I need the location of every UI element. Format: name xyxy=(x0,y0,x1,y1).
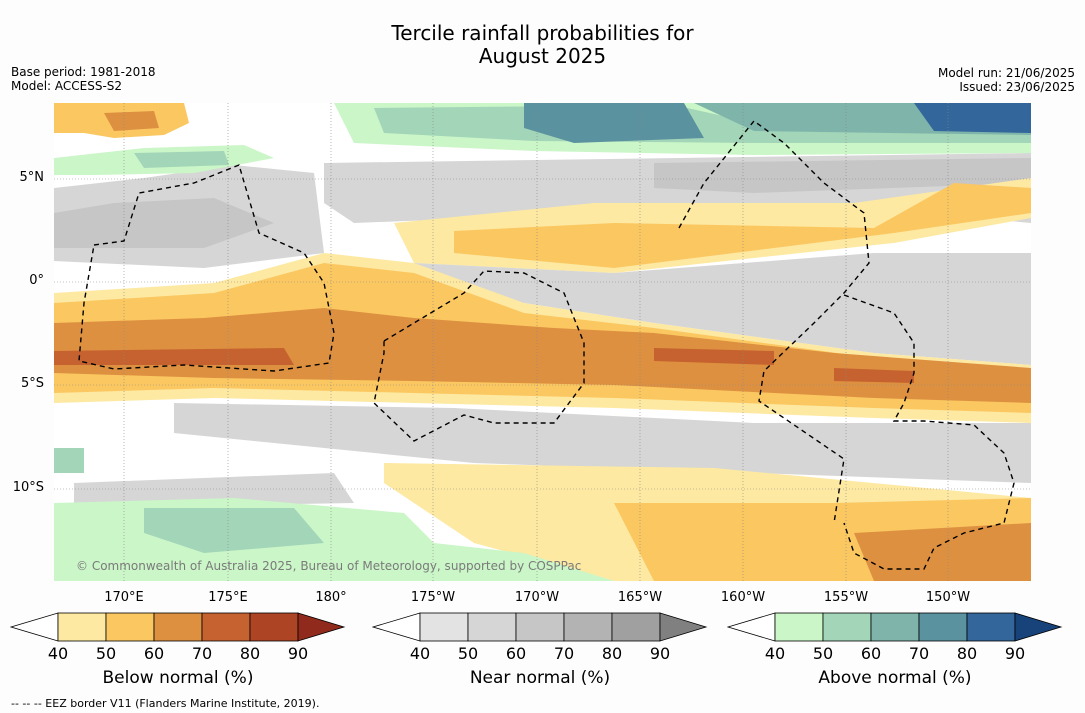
colorbar-tick-label: 40 xyxy=(764,644,786,663)
above-normal-region xyxy=(54,448,84,473)
colorbar-tick-label: 40 xyxy=(409,644,431,663)
colorbar-below-normal xyxy=(10,612,348,642)
lat-label: 5°N xyxy=(19,170,45,185)
above-normal-region xyxy=(914,103,1031,133)
above-normal-region xyxy=(494,103,1031,135)
colorbar-extension-low xyxy=(10,612,59,642)
copyright-text: © Commonwealth of Australia 2025, Bureau… xyxy=(76,559,581,573)
colorbar-extension-low xyxy=(372,612,421,642)
colorbar-label-near: Near normal (%) xyxy=(469,668,611,688)
lon-label: 180° xyxy=(315,590,347,605)
colorbar-label-above: Above normal (%) xyxy=(818,668,972,688)
colorbar-tick-label: 90 xyxy=(649,644,671,663)
colorbar-swatch xyxy=(966,612,1016,642)
colorbar-tick-label: 60 xyxy=(143,644,165,663)
below-normal-region xyxy=(454,183,1031,268)
below-normal-region xyxy=(54,308,1031,403)
meta-right: Model run: 21/06/2025 Issued: 23/06/2025 xyxy=(938,66,1075,94)
model-run: Model run: 21/06/2025 xyxy=(937,66,1075,80)
colorbar-swatch xyxy=(515,612,565,642)
colorbar-swatch xyxy=(419,612,469,642)
rainfall-probability-map: © Commonwealth of Australia 2025, Bureau… xyxy=(54,103,1031,581)
above-normal-region xyxy=(134,151,229,168)
colorbar-extension-low xyxy=(727,612,776,642)
colorbar-swatch xyxy=(57,612,107,642)
above-normal-region xyxy=(144,508,324,553)
colorbar-swatch xyxy=(201,612,251,642)
lat-label: 0° xyxy=(29,273,44,288)
colorbar-tick-label: 60 xyxy=(505,644,527,663)
title-line-2: August 2025 xyxy=(478,44,607,68)
colorbar-tick-label: 80 xyxy=(601,644,623,663)
colorbar-tick-label: 50 xyxy=(812,644,834,663)
lon-label: 155°W xyxy=(823,590,869,605)
near-normal-region xyxy=(54,198,274,248)
lon-label: 175°W xyxy=(410,590,456,605)
lat-label: 5°S xyxy=(20,376,44,391)
colorbar-tick-label: 90 xyxy=(287,644,309,663)
colorbar-swatch xyxy=(611,612,661,642)
below-normal-region xyxy=(834,368,914,383)
near-normal-region xyxy=(654,158,1031,193)
colorbar-tick-label: 80 xyxy=(956,644,978,663)
eez-footnote: -- -- -- EEZ border V11 (Flanders Marine… xyxy=(11,697,320,710)
colorbar-tick-label: 60 xyxy=(860,644,882,663)
above-normal-region xyxy=(524,103,704,143)
colorbar-tick-label: 50 xyxy=(457,644,479,663)
colorbar-swatch xyxy=(870,612,920,642)
lon-label: 170°E xyxy=(104,590,144,605)
below-normal-region xyxy=(104,111,159,131)
colorbar-swatch xyxy=(774,612,824,642)
colorbar-swatch xyxy=(822,612,872,642)
colorbar-tick-label: 70 xyxy=(191,644,213,663)
lon-label: 160°W xyxy=(720,590,766,605)
colorbar-extension-high xyxy=(1014,612,1063,642)
below-normal-region xyxy=(54,348,294,365)
near-normal-region xyxy=(414,253,1031,365)
below-normal-region xyxy=(854,523,1031,581)
colorbar-swatch xyxy=(105,612,155,642)
base-period: Base period: 1981-2018 xyxy=(11,65,156,79)
lon-label: 175°E xyxy=(208,590,248,605)
colorbar-swatch xyxy=(918,612,968,642)
title-line-1: Tercile rainfall probabilities for xyxy=(391,21,694,45)
meta-left: Base period: 1981-2018 Model: ACCESS-S2 xyxy=(11,65,156,93)
colorbar-tick-label: 70 xyxy=(553,644,575,663)
eez-border xyxy=(78,120,1015,570)
lat-label: 10°S xyxy=(12,480,44,495)
colorbar-extension-high xyxy=(297,612,346,642)
colorbar-above-normal xyxy=(727,612,1065,642)
model-name: Model: ACCESS-S2 xyxy=(11,79,123,93)
graticule xyxy=(54,103,1031,581)
colorbar-swatch xyxy=(467,612,517,642)
map-title: Tercile rainfall probabilities for Augus… xyxy=(0,22,1085,68)
near-normal-region xyxy=(174,403,1031,483)
colorbar-near-normal xyxy=(372,612,710,642)
colorbar-tick-label: 90 xyxy=(1004,644,1026,663)
lon-label: 150°W xyxy=(925,590,971,605)
near-normal-region xyxy=(74,473,354,508)
colorbar-extension-high xyxy=(659,612,708,642)
issued-date: Issued: 23/06/2025 xyxy=(959,80,1075,94)
colorbar-swatch xyxy=(153,612,203,642)
colorbar-tick-label: 40 xyxy=(47,644,69,663)
lon-label: 165°W xyxy=(617,590,663,605)
colorbar-tick-label: 70 xyxy=(908,644,930,663)
colorbar-label-below: Below normal (%) xyxy=(102,668,254,688)
colorbar-tick-label: 50 xyxy=(95,644,117,663)
below-normal-region xyxy=(654,348,774,365)
colorbar-swatch xyxy=(249,612,299,642)
lon-label: 170°W xyxy=(514,590,560,605)
colorbar-swatch xyxy=(563,612,613,642)
colorbar-tick-label: 80 xyxy=(239,644,261,663)
